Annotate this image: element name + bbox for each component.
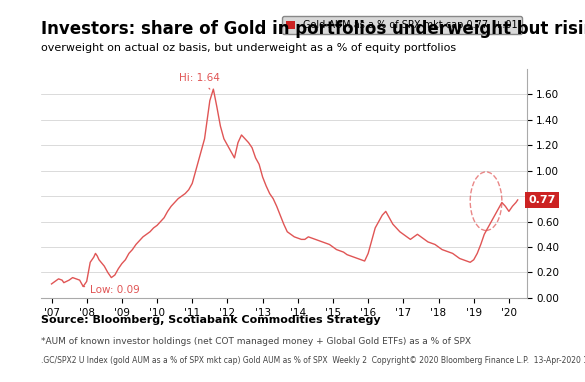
Text: .GC/SPX2 U Index (gold AUM as a % of SPX mkt cap) Gold AUM as % of SPX  Weekly 2: .GC/SPX2 U Index (gold AUM as a % of SPX… [41, 356, 585, 365]
Text: 0.77: 0.77 [528, 195, 556, 205]
Text: overweight on actual oz basis, but underweight as a % of equity portfolios: overweight on actual oz basis, but under… [41, 44, 456, 53]
Text: Investors: share of Gold in portfolios underweight but rising: Investors: share of Gold in portfolios u… [41, 20, 585, 38]
Text: Low: 0.09: Low: 0.09 [83, 285, 140, 295]
Text: *AUM of known investor holdings (net COT managed money + Global Gold ETFs) as a : *AUM of known investor holdings (net COT… [41, 337, 471, 346]
Legend: Gold AUM as a % of SPX mkt cap 0.77  +.01: Gold AUM as a % of SPX mkt cap 0.77 +.01 [282, 16, 522, 34]
Text: Source: Bloomberg, Scotiabank Commodities Strategy: Source: Bloomberg, Scotiabank Commoditie… [41, 315, 381, 325]
Text: Hi: 1.64: Hi: 1.64 [179, 73, 220, 89]
